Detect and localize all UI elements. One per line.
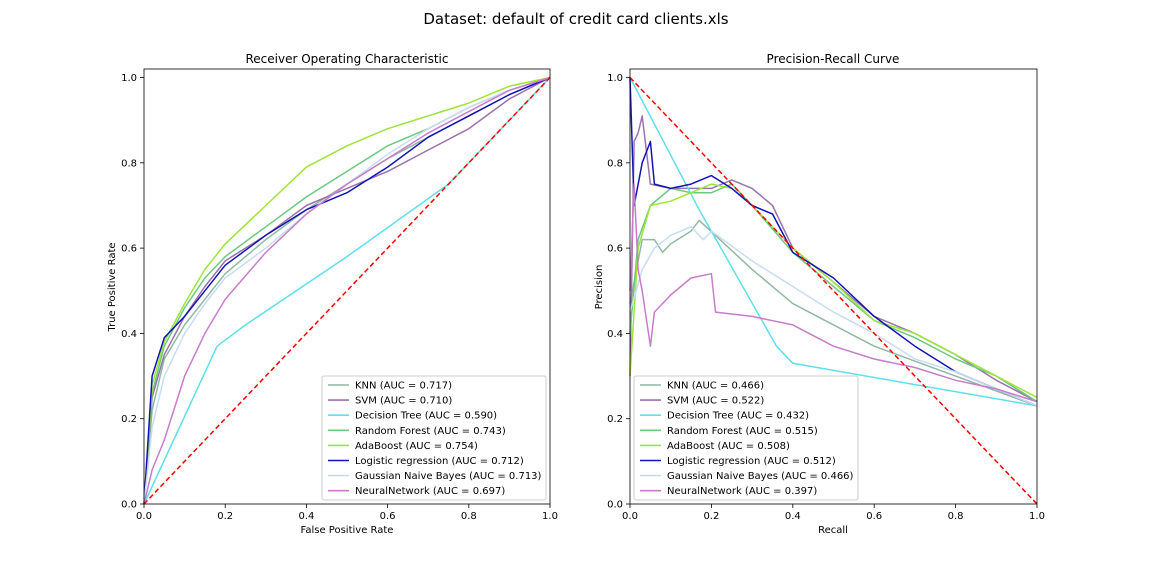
pr-y-tick-label: 0.6 bbox=[607, 244, 623, 255]
pr-legend-entry: AdaBoost (AUC = 0.508) bbox=[667, 441, 790, 452]
pr-legend-entry: Random Forest (AUC = 0.515) bbox=[667, 426, 818, 437]
roc-legend-entry: NeuralNetwork (AUC = 0.697) bbox=[355, 486, 505, 497]
pr-series-random-forest bbox=[629, 183, 1038, 403]
pr-series-decision-tree bbox=[629, 77, 1038, 407]
pr-x-tick-label: 0.8 bbox=[948, 511, 964, 522]
roc-y-tick-label: 0.4 bbox=[121, 329, 137, 340]
pr-x-tick-label: 1.0 bbox=[1029, 511, 1045, 522]
pr-series-neuralnetwork bbox=[629, 183, 1038, 403]
roc-legend-entry: SVM (AUC = 0.710) bbox=[355, 396, 452, 407]
figure-title: Dataset: default of credit card clients.… bbox=[423, 10, 728, 28]
roc-x-tick-label: 0.2 bbox=[217, 511, 233, 522]
roc-y-tick-label: 1.0 bbox=[121, 73, 137, 84]
pr-legend: KNN (AUC = 0.466) SVM (AUC = 0.522) Decisi… bbox=[633, 375, 859, 501]
pr-series-knn bbox=[629, 219, 1038, 407]
roc-x-tick-label: 0.0 bbox=[136, 511, 152, 522]
roc-reference-line bbox=[143, 77, 551, 505]
pr-plot-frame bbox=[629, 68, 1038, 505]
pr-x-tick-label: 0.6 bbox=[866, 511, 882, 522]
roc-y-tick-label: 0.0 bbox=[121, 500, 137, 511]
pr-series-svm bbox=[629, 115, 1038, 403]
roc-series-svm bbox=[143, 76, 551, 505]
roc-series-neuralnetwork bbox=[143, 76, 551, 505]
roc-legend-entry: Gaussian Naive Bayes (AUC = 0.713) bbox=[355, 471, 542, 482]
pr-legend-entry: KNN (AUC = 0.466) bbox=[667, 381, 764, 392]
pr-series-gaussian-naive-bayes bbox=[629, 226, 1038, 407]
pr-series-adaboost bbox=[629, 183, 1038, 399]
roc-x-tick-label: 0.6 bbox=[380, 511, 396, 522]
pr-y-tick-label: 0.0 bbox=[607, 500, 623, 511]
roc-y-tick-label: 0.2 bbox=[121, 414, 137, 425]
pr-y-tick-label: 0.8 bbox=[607, 158, 623, 169]
roc-series-logistic-regression bbox=[143, 76, 551, 505]
roc-y-tick-label: 0.6 bbox=[121, 244, 137, 255]
roc-y-tick-label: 0.8 bbox=[121, 158, 137, 169]
roc-y-axis-label: True Positive Rate bbox=[107, 242, 118, 332]
roc-x-axis-label: False Positive Rate bbox=[301, 525, 394, 536]
pr-chart: Precision-Recall Curve Recall Precision … bbox=[594, 52, 1045, 536]
roc-legend: KNN (AUC = 0.717) SVM (AUC = 0.710) Decisi… bbox=[321, 375, 547, 501]
pr-legend-entry: Logistic regression (AUC = 0.512) bbox=[667, 456, 836, 467]
pr-legend-box bbox=[633, 375, 859, 501]
pr-chart-title: Precision-Recall Curve bbox=[767, 52, 900, 66]
pr-y-tick-label: 0.4 bbox=[607, 329, 623, 340]
pr-legend-entry: SVM (AUC = 0.522) bbox=[667, 396, 764, 407]
roc-legend-entry: KNN (AUC = 0.717) bbox=[355, 381, 452, 392]
roc-series-adaboost bbox=[143, 76, 551, 505]
roc-series-gaussian-naive-bayes bbox=[143, 76, 551, 505]
pr-y-axis-label: Precision bbox=[594, 265, 605, 310]
pr-x-tick-label: 0.2 bbox=[703, 511, 719, 522]
pr-legend-entry: Gaussian Naive Bayes (AUC = 0.466) bbox=[667, 471, 854, 482]
pr-y-tick-label: 1.0 bbox=[607, 73, 623, 84]
roc-legend-box bbox=[321, 375, 547, 501]
roc-legend-entry: Decision Tree (AUC = 0.590) bbox=[355, 411, 497, 422]
roc-legend-entry: Logistic regression (AUC = 0.712) bbox=[355, 456, 524, 467]
pr-x-tick-label: 0.0 bbox=[622, 511, 638, 522]
roc-x-tick-label: 0.8 bbox=[461, 511, 477, 522]
pr-y-tick-label: 0.2 bbox=[607, 414, 623, 425]
roc-chart-title: Receiver Operating Characteristic bbox=[245, 52, 448, 66]
pr-x-tick-label: 0.4 bbox=[785, 511, 801, 522]
roc-legend-entry: AdaBoost (AUC = 0.754) bbox=[355, 441, 478, 452]
pr-legend-entry: Decision Tree (AUC = 0.432) bbox=[667, 411, 809, 422]
pr-reference-line bbox=[629, 77, 1038, 505]
roc-plot-frame bbox=[143, 68, 551, 505]
roc-legend-entry: Random Forest (AUC = 0.743) bbox=[355, 426, 506, 437]
roc-x-tick-label: 1.0 bbox=[542, 511, 558, 522]
roc-x-tick-label: 0.4 bbox=[298, 511, 314, 522]
pr-series-logistic-regression bbox=[629, 77, 1038, 407]
pr-x-axis-label: Recall bbox=[818, 525, 848, 536]
pr-legend-entry: NeuralNetwork (AUC = 0.397) bbox=[667, 486, 817, 497]
roc-chart: Receiver Operating Characteristic False … bbox=[107, 52, 558, 536]
